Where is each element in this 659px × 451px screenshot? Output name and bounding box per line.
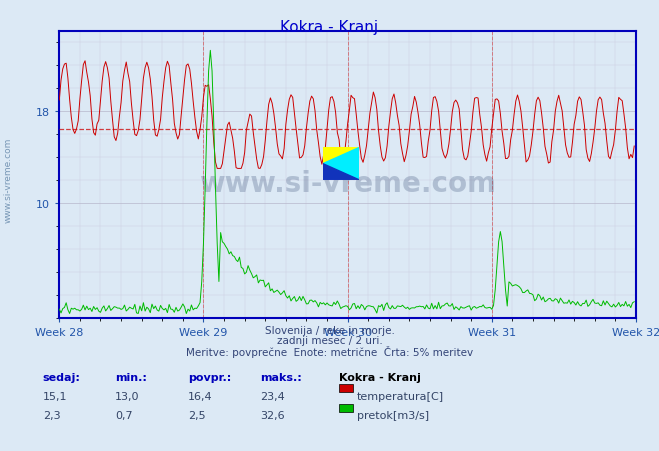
Text: 0,7: 0,7 [115,410,133,420]
Polygon shape [323,164,359,180]
Text: povpr.:: povpr.: [188,372,231,382]
Text: 16,4: 16,4 [188,391,212,401]
Text: 2,3: 2,3 [43,410,61,420]
Text: 32,6: 32,6 [260,410,285,420]
Text: 23,4: 23,4 [260,391,285,401]
Polygon shape [323,148,359,180]
Text: zadnji mesec / 2 uri.: zadnji mesec / 2 uri. [277,336,382,345]
Text: maks.:: maks.: [260,372,302,382]
Text: pretok[m3/s]: pretok[m3/s] [357,410,429,420]
Text: Kokra - Kranj: Kokra - Kranj [281,20,378,35]
Text: sedaj:: sedaj: [43,372,80,382]
Polygon shape [323,148,359,164]
Text: min.:: min.: [115,372,147,382]
Text: www.si-vreme.com: www.si-vreme.com [3,138,13,223]
Text: 13,0: 13,0 [115,391,140,401]
Text: Meritve: povprečne  Enote: metrične  Črta: 5% meritev: Meritve: povprečne Enote: metrične Črta:… [186,345,473,358]
Text: Kokra - Kranj: Kokra - Kranj [339,372,421,382]
Text: 2,5: 2,5 [188,410,206,420]
Text: 15,1: 15,1 [43,391,67,401]
Text: Slovenija / reke in morje.: Slovenija / reke in morje. [264,326,395,336]
Text: www.si-vreme.com: www.si-vreme.com [199,170,496,198]
Text: temperatura[C]: temperatura[C] [357,391,444,401]
